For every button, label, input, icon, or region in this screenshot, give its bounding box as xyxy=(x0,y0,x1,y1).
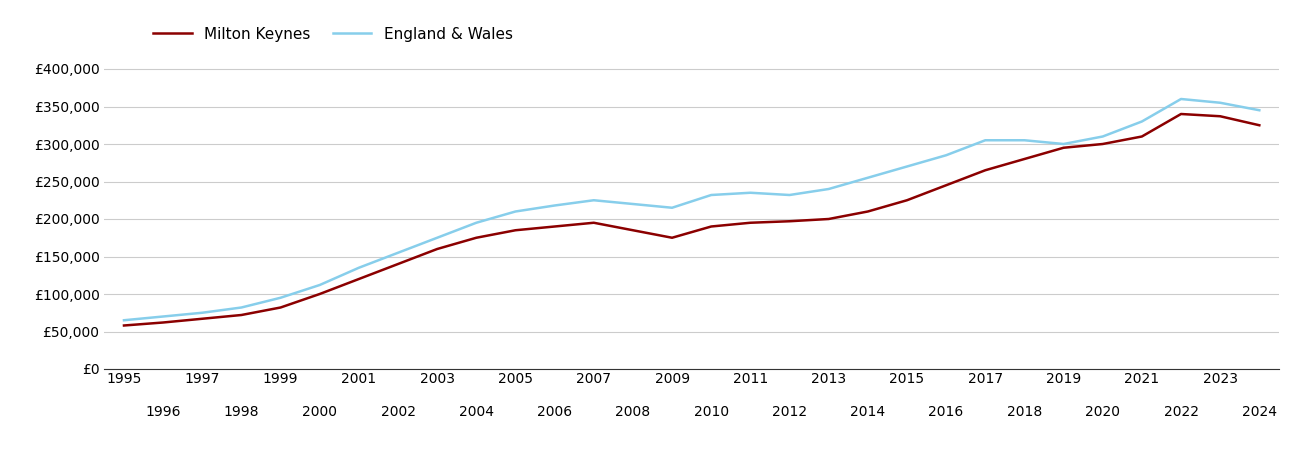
England & Wales xyxy=(1134,119,1150,124)
England & Wales xyxy=(547,203,562,208)
England & Wales xyxy=(821,186,837,192)
Text: 2012: 2012 xyxy=(773,405,806,419)
England & Wales xyxy=(1056,141,1071,147)
Milton Keynes xyxy=(1095,141,1111,147)
Line: Milton Keynes: Milton Keynes xyxy=(124,114,1259,325)
Text: 2020: 2020 xyxy=(1086,405,1120,419)
Text: 2014: 2014 xyxy=(851,405,885,419)
Milton Keynes xyxy=(234,312,249,318)
Text: 2024: 2024 xyxy=(1242,405,1276,419)
Milton Keynes xyxy=(703,224,719,229)
Milton Keynes xyxy=(194,316,210,321)
England & Wales xyxy=(664,205,680,211)
Legend: Milton Keynes, England & Wales: Milton Keynes, England & Wales xyxy=(147,21,518,48)
Milton Keynes xyxy=(312,291,328,297)
England & Wales xyxy=(273,295,288,301)
England & Wales xyxy=(743,190,758,195)
Text: 2010: 2010 xyxy=(694,405,728,419)
Milton Keynes xyxy=(155,320,171,325)
Milton Keynes xyxy=(1017,156,1032,162)
Milton Keynes xyxy=(429,246,445,252)
England & Wales xyxy=(703,192,719,198)
Milton Keynes xyxy=(938,183,954,188)
Milton Keynes xyxy=(116,323,132,328)
Milton Keynes xyxy=(1212,113,1228,119)
Milton Keynes xyxy=(508,228,523,233)
Milton Keynes xyxy=(1173,111,1189,117)
England & Wales xyxy=(1095,134,1111,139)
Text: 2018: 2018 xyxy=(1006,405,1043,419)
Text: 1998: 1998 xyxy=(223,405,260,419)
Line: England & Wales: England & Wales xyxy=(124,99,1259,320)
Milton Keynes xyxy=(977,167,993,173)
Milton Keynes xyxy=(625,228,641,233)
England & Wales xyxy=(390,250,406,256)
England & Wales xyxy=(586,198,602,203)
Text: 2008: 2008 xyxy=(616,405,650,419)
England & Wales xyxy=(508,209,523,214)
Text: 2004: 2004 xyxy=(459,405,493,419)
England & Wales xyxy=(351,265,367,270)
Milton Keynes xyxy=(390,261,406,267)
England & Wales xyxy=(234,305,249,310)
Milton Keynes xyxy=(821,216,837,222)
England & Wales xyxy=(1017,138,1032,143)
Text: 2006: 2006 xyxy=(538,405,572,419)
Milton Keynes xyxy=(743,220,758,225)
Milton Keynes xyxy=(1134,134,1150,139)
England & Wales xyxy=(1251,108,1267,113)
Milton Keynes xyxy=(782,219,797,224)
England & Wales xyxy=(155,314,171,319)
Text: 2002: 2002 xyxy=(381,405,415,419)
England & Wales xyxy=(860,175,876,180)
England & Wales xyxy=(468,220,484,225)
Milton Keynes xyxy=(273,305,288,310)
England & Wales xyxy=(194,310,210,315)
Milton Keynes xyxy=(586,220,602,225)
England & Wales xyxy=(312,282,328,288)
England & Wales xyxy=(1173,96,1189,102)
Milton Keynes xyxy=(899,198,915,203)
Milton Keynes xyxy=(468,235,484,240)
Text: 1996: 1996 xyxy=(145,405,181,419)
Milton Keynes xyxy=(547,224,562,229)
Milton Keynes xyxy=(1056,145,1071,150)
Text: 2016: 2016 xyxy=(928,405,964,419)
England & Wales xyxy=(625,201,641,207)
Milton Keynes xyxy=(1251,122,1267,128)
England & Wales xyxy=(116,318,132,323)
England & Wales xyxy=(977,138,993,143)
England & Wales xyxy=(429,235,445,240)
Milton Keynes xyxy=(664,235,680,240)
Milton Keynes xyxy=(860,209,876,214)
England & Wales xyxy=(782,192,797,198)
England & Wales xyxy=(1212,100,1228,105)
Text: 2022: 2022 xyxy=(1164,405,1198,419)
England & Wales xyxy=(899,164,915,169)
Text: 2000: 2000 xyxy=(303,405,337,419)
England & Wales xyxy=(938,153,954,158)
Milton Keynes xyxy=(351,276,367,282)
